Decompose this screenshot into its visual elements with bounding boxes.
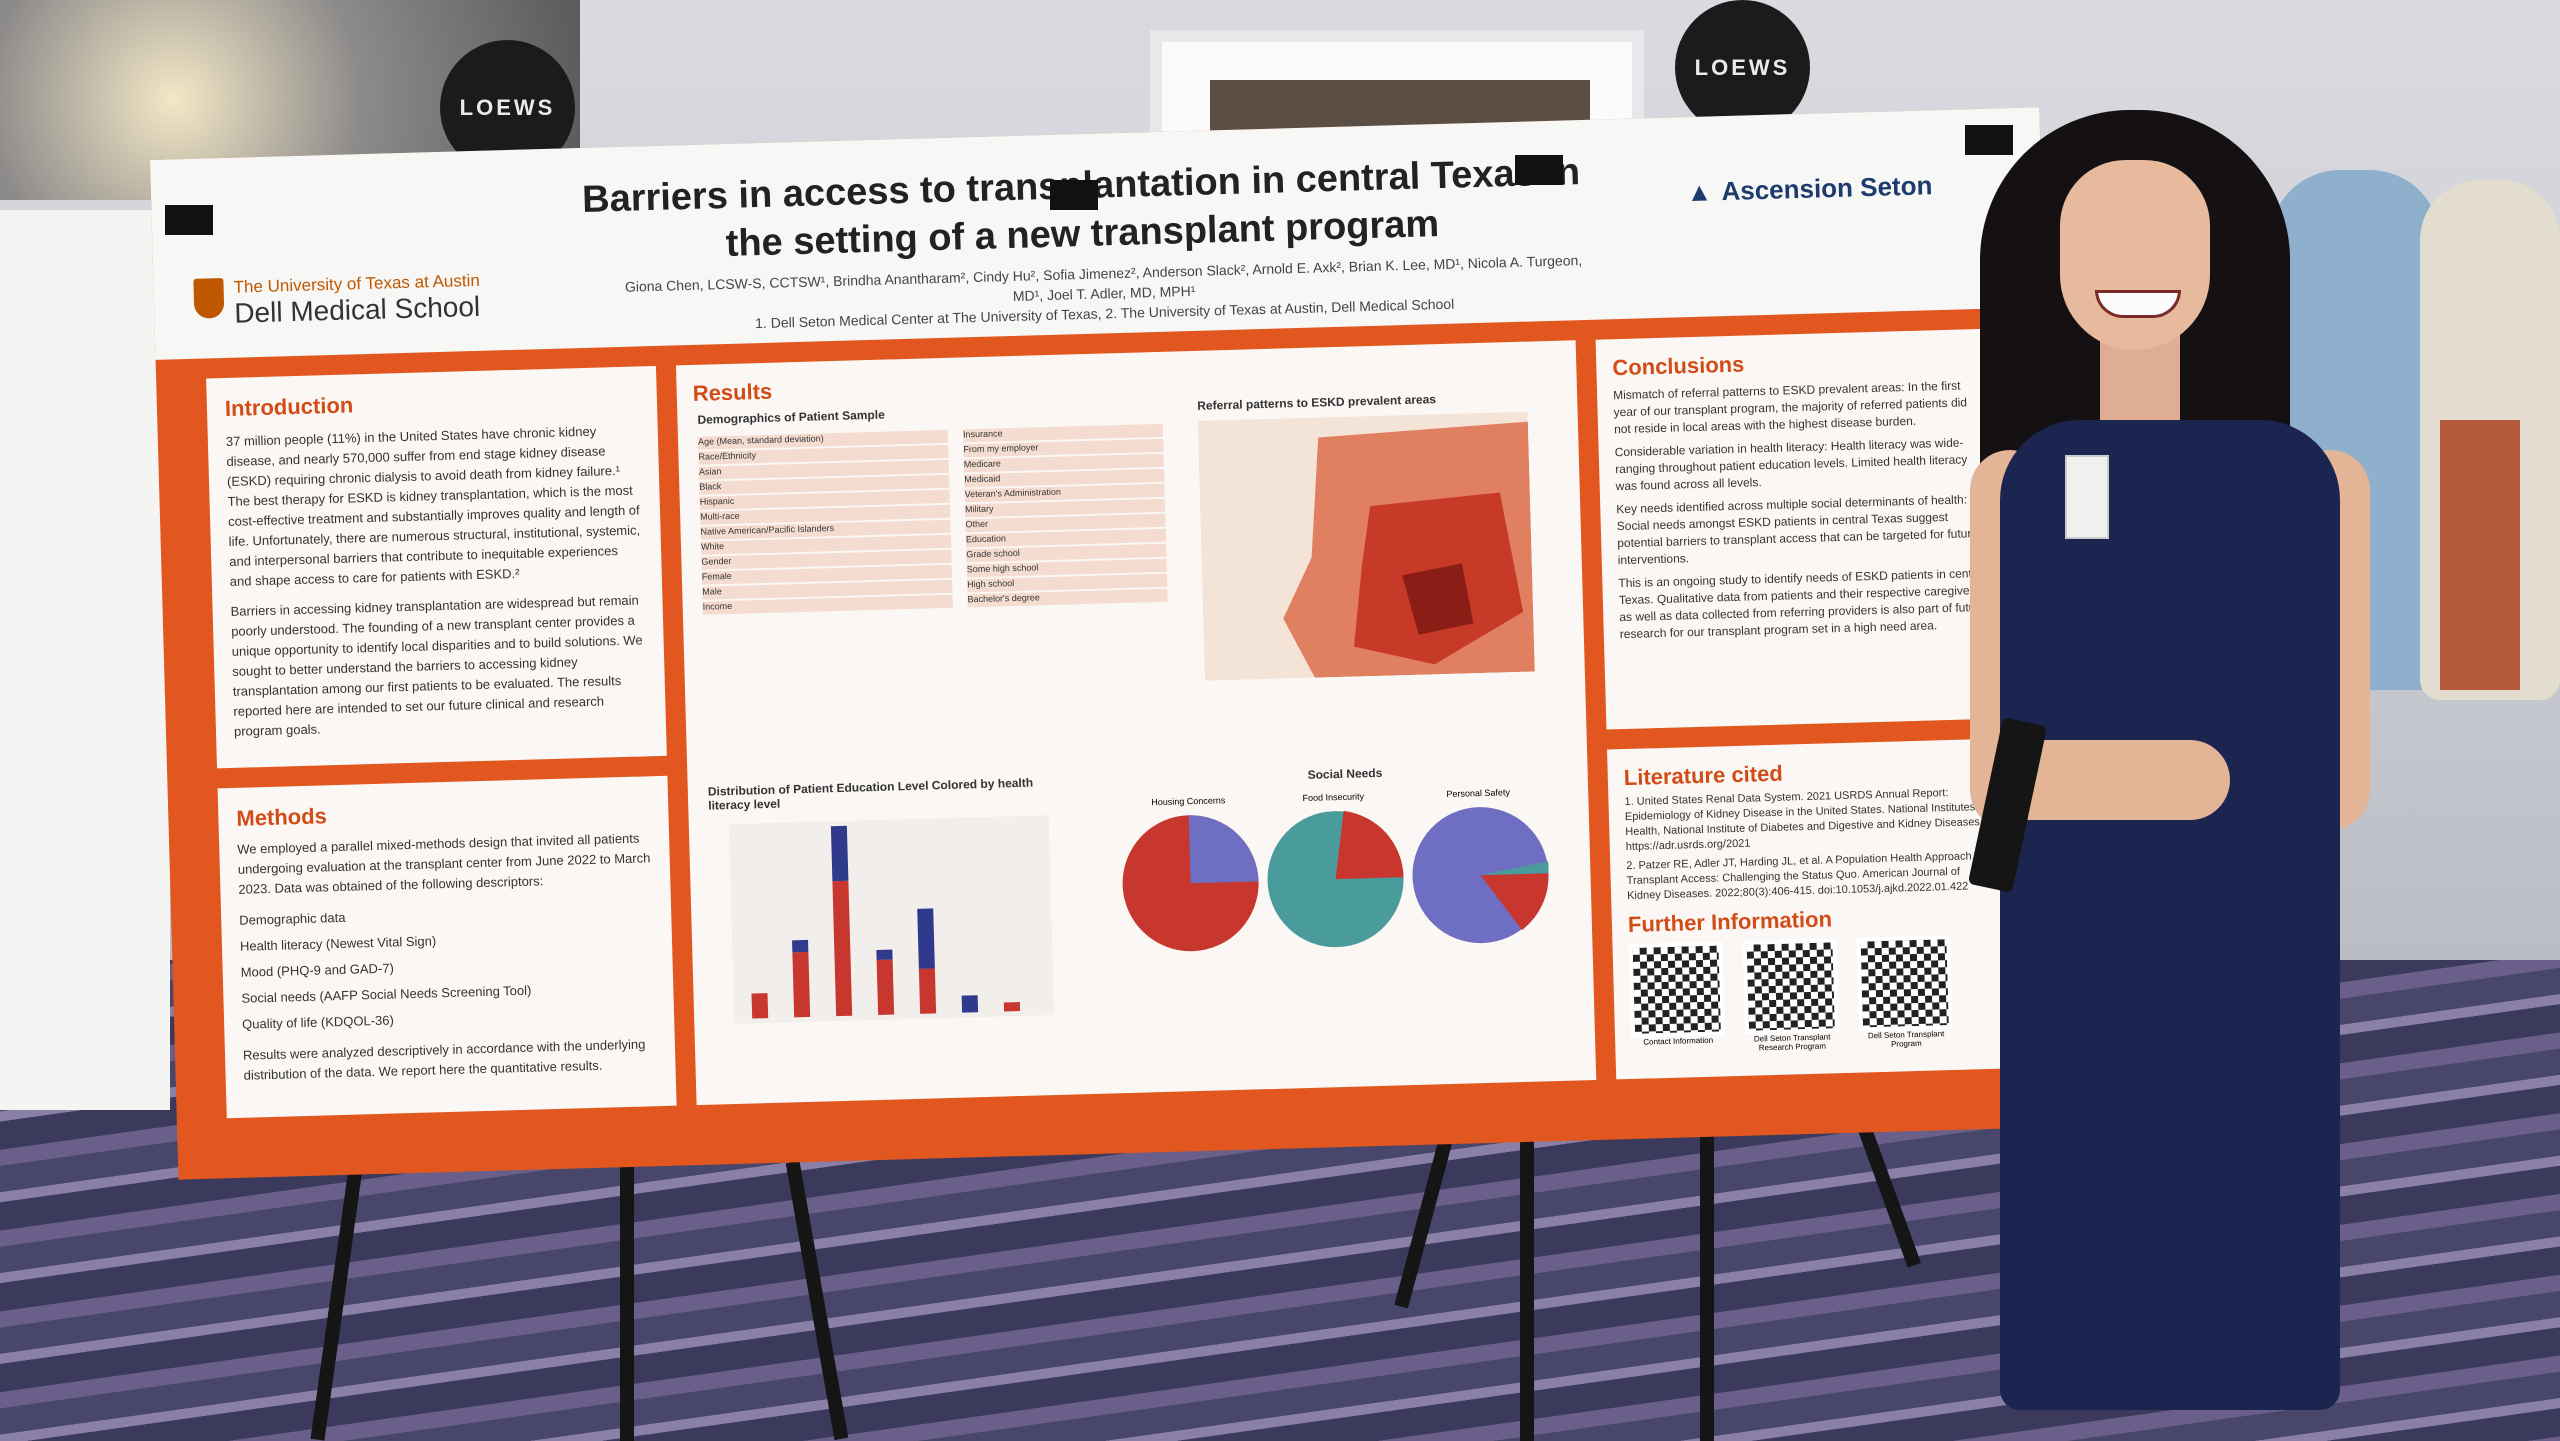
pie-label: Personal Safety	[1446, 787, 1511, 800]
presenter-face	[2060, 160, 2210, 350]
introduction-text-2: Barriers in accessing kidney transplanta…	[230, 592, 643, 739]
bar-grade-school	[751, 993, 769, 1019]
qr-code-icon	[1742, 938, 1840, 1035]
qr-code-icon	[1856, 935, 1953, 1032]
conclusion-item: Considerable variation in health literac…	[1614, 435, 1968, 494]
bar-masters	[961, 995, 979, 1013]
conclusions-panel: Conclusions Mismatch of referral pattern…	[1595, 328, 2007, 730]
conclusion-item: Mismatch of referral patterns to ESKD pr…	[1612, 378, 1968, 437]
reference-1: 1. United States Renal Data System. 2021…	[1624, 787, 1988, 854]
introduction-text-1: 37 million people (11%) in the United St…	[225, 423, 641, 589]
pie-safety-slice-2	[1480, 861, 1549, 876]
qr-block: Dell Seton Transplant Research Program	[1742, 938, 1840, 1053]
research-poster: The University of Texas at Austin Dell M…	[150, 107, 2068, 1180]
adjacent-poster-board	[0, 210, 170, 1110]
bar-high-school	[832, 880, 853, 1017]
education-bar-chart	[728, 815, 1055, 1025]
pie-label: Food Insecurity	[1302, 791, 1365, 804]
social-needs-pies	[1122, 807, 1549, 952]
bar-phd	[1003, 1002, 1021, 1012]
methods-text-1: We employed a parallel mixed-methods des…	[237, 830, 651, 897]
demographics-title: Demographics of Patient Sample	[697, 407, 885, 427]
school-name: Dell Medical School	[233, 290, 481, 329]
further-info-heading: Further Information	[1627, 906, 1833, 938]
education-chart-title: Distribution of Patient Education Level …	[707, 775, 1034, 813]
map-region-highest	[1402, 563, 1474, 635]
pie-safety-slice	[1480, 873, 1549, 930]
loews-sign-right: LOEWS	[1675, 0, 1810, 135]
conclusion-text: This is an ongoing study to identify nee…	[1618, 565, 1987, 642]
bar-trade-school	[876, 959, 895, 1016]
methods-heading: Methods	[236, 803, 328, 831]
literature-panel: Literature cited 1. United States Renal …	[1607, 738, 2017, 1080]
qr-codes: Contact Information Dell Seton Transplan…	[1628, 934, 1999, 1056]
social-needs-title: Social Needs	[1307, 765, 1383, 782]
binder-clip	[1050, 180, 1098, 210]
reference-2: 2. Patzer RE, Adler JT, Harding JL, et a…	[1626, 850, 1985, 903]
results-panel: Results Demographics of Patient Sample A…	[675, 340, 1597, 1106]
methods-text-2: Results were analyzed descriptively in a…	[242, 1036, 646, 1083]
bar-bachelors	[918, 968, 937, 1014]
qr-block: Dell Seton Transplant Program	[1856, 935, 1953, 1050]
demographics-table-right: Insurance From my employer Medicare Medi…	[962, 423, 1168, 610]
conclusion-item: Key needs identified across multiple soc…	[1616, 492, 1979, 568]
referral-map-title: Referral patterns to ESKD prevalent area…	[1197, 392, 1437, 413]
conclusions-heading: Conclusions	[1612, 351, 1745, 381]
bar-some-high-school	[792, 951, 811, 1018]
bar-bachelors-adequate	[917, 908, 935, 969]
pie-housing-slice	[1188, 815, 1259, 884]
qr-block: Contact Information	[1628, 941, 1726, 1056]
background-person-pants	[2440, 420, 2520, 690]
ut-shield-icon	[193, 277, 225, 319]
table-row: Bachelor's degree	[967, 588, 1168, 608]
introduction-panel: Introduction 37 million people (11%) in …	[206, 365, 667, 769]
methods-panel: Methods We employed a parallel mixed-met…	[217, 775, 677, 1119]
easel-leg	[1520, 1110, 1534, 1441]
name-badge	[2065, 455, 2109, 539]
introduction-heading: Introduction	[224, 392, 354, 421]
bar-trade-school-adequate	[876, 949, 893, 961]
ascension-logo-icon: ▲	[1686, 176, 1713, 208]
binder-clip	[165, 205, 213, 235]
pie-label: Housing Concerns	[1151, 795, 1226, 808]
pie-food-slice	[1335, 810, 1404, 880]
partner-name: Ascension Seton	[1721, 170, 1933, 207]
binder-clip	[1515, 155, 1563, 185]
easel-leg	[1700, 1110, 1714, 1441]
binder-clip	[1965, 125, 2013, 155]
bar-high-school-adequate	[830, 825, 849, 882]
demographics-table-left: Age (Mean, standard deviation) Race/Ethn…	[697, 429, 953, 617]
presenter-dress	[2000, 420, 2340, 1410]
referral-map	[1197, 411, 1535, 681]
bar-some-high-school-adequate	[792, 939, 809, 953]
easel-leg	[620, 1160, 634, 1441]
chart-plot-area	[728, 815, 1055, 1025]
qr-code-icon	[1628, 941, 1726, 1038]
